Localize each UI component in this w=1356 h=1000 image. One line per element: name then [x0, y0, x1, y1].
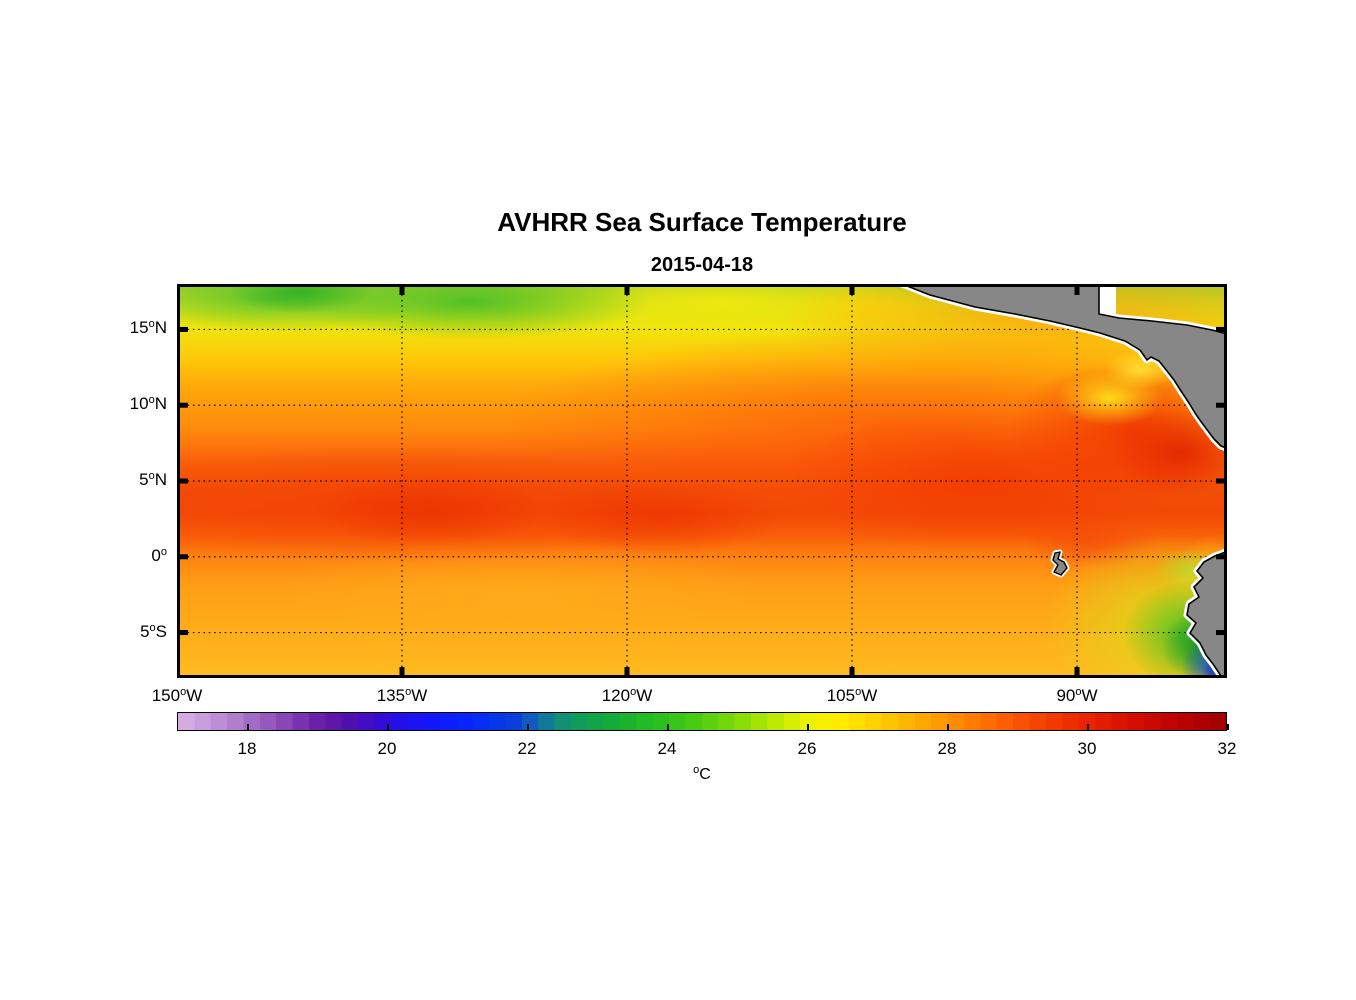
- land-mexico-central-america: [894, 284, 1227, 453]
- colorbar-tick: [1087, 724, 1089, 730]
- map-overlay-svg: [177, 284, 1227, 678]
- figure-date-subtitle: 2015-04-18: [650, 254, 754, 276]
- colorbar: [177, 712, 1229, 731]
- colorbar-tick: [527, 724, 529, 730]
- colorbar-tick: [947, 724, 949, 730]
- colorbar-tick-value: 32: [1217, 739, 1237, 758]
- lat-tick-label: 5oN: [139, 470, 167, 489]
- colorbar-units-label: oC: [693, 764, 711, 783]
- colorbar-tick-value: 24: [657, 739, 677, 758]
- colorbar-tick-value: 22: [517, 739, 537, 758]
- figure-title: AVHRR Sea Surface Temperature: [497, 207, 907, 237]
- lon-tick-label: 90oW: [1056, 686, 1098, 705]
- colorbar-tick-value: 20: [377, 739, 397, 758]
- lon-tick-label: 120oW: [601, 686, 653, 705]
- colorbar-tick-value: 26: [797, 739, 817, 758]
- lon-tick-label: 105oW: [826, 686, 878, 705]
- lon-tick-label: 150oW: [151, 686, 203, 705]
- colorbar-tick: [1227, 724, 1229, 730]
- lat-tick-label: 10oN: [129, 394, 167, 414]
- colorbar-tick-value: 18: [237, 739, 257, 758]
- lat-tick-label: 0o: [151, 545, 167, 565]
- colorbar-tick: [247, 724, 249, 730]
- colorbar-tick: [387, 724, 389, 730]
- colorbar-tick: [667, 724, 669, 730]
- plot-border: [177, 284, 1227, 678]
- lat-tick-label: 15oN: [129, 318, 167, 338]
- lat-tick-label: 5oS: [140, 621, 167, 641]
- land-south-america: [1183, 547, 1227, 678]
- sst-map-plot: [177, 284, 1227, 678]
- colorbar-tick-value: 30: [1077, 739, 1097, 758]
- colorbar-tick: [807, 724, 809, 730]
- land-galapagos-islands: [1050, 549, 1070, 578]
- graticule-gridlines: [177, 284, 1227, 678]
- colorbar-tick-value: 28: [937, 739, 957, 758]
- lon-tick-label: 135oW: [376, 686, 428, 705]
